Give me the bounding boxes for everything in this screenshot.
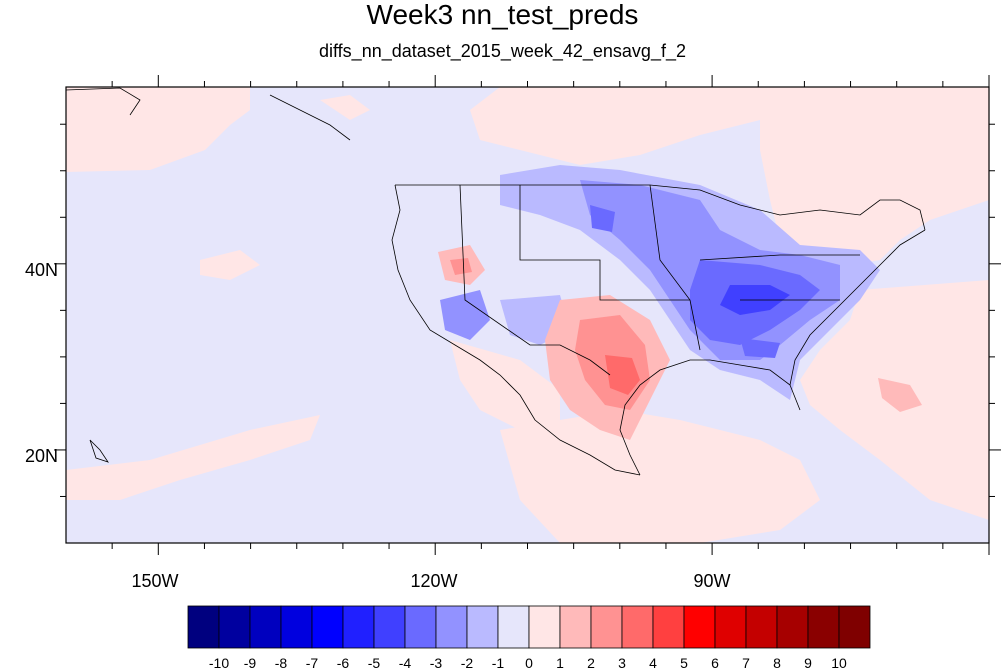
colorbar-label: -10 [209, 655, 229, 671]
colorbar-label: 8 [773, 655, 781, 671]
colorbar-label: -8 [275, 655, 288, 671]
colorbar-box [342, 605, 375, 649]
colorbar-box [404, 605, 437, 649]
colorbar-box [373, 605, 406, 649]
map-subtitle: diffs_nn_dataset_2015_week_42_ensavg_f_2 [319, 41, 686, 61]
colorbar-label: 3 [618, 655, 626, 671]
colorbar [187, 605, 871, 649]
colorbar-label: 0 [525, 655, 533, 671]
colorbar-box [559, 605, 592, 649]
colorbar-box [590, 605, 623, 649]
colorbar-label: -5 [368, 655, 381, 671]
colorbar-box [187, 605, 220, 649]
colorbar-label: 5 [680, 655, 688, 671]
colorbar-label: 9 [804, 655, 812, 671]
map-plot-area [66, 87, 989, 543]
colorbar-label: -6 [337, 655, 350, 671]
colorbar-box [466, 605, 499, 649]
colorbar-label: -3 [430, 655, 443, 671]
colorbar-box [311, 605, 344, 649]
map-title: Week3 nn_test_preds [366, 0, 639, 30]
colorbar-box [621, 605, 654, 649]
lon-label-90w: 90W [693, 571, 730, 591]
colorbar-box [218, 605, 251, 649]
lon-label-120w: 120W [410, 571, 457, 591]
coastlines [66, 87, 926, 476]
colorbar-label: 4 [649, 655, 657, 671]
colorbar-label: 2 [587, 655, 595, 671]
colorbar-box [745, 605, 778, 649]
lat-label-20n: 20N [25, 446, 58, 466]
colorbar-box [280, 605, 313, 649]
lat-label-40n: 40N [25, 260, 58, 280]
red-regions [438, 245, 922, 440]
colorbar-box [776, 605, 809, 649]
colorbar-box [435, 605, 468, 649]
colorbar-box [528, 605, 561, 649]
colorbar-label: -1 [492, 655, 505, 671]
colorbar-label: 7 [742, 655, 750, 671]
colorbar-box [497, 605, 530, 649]
colorbar-box [714, 605, 747, 649]
colorbar-label: -9 [244, 655, 257, 671]
colorbar-box [683, 605, 716, 649]
colorbar-label: 6 [711, 655, 719, 671]
lon-label-150w: 150W [131, 571, 178, 591]
colorbar-box [249, 605, 282, 649]
colorbar-label: -7 [306, 655, 319, 671]
colorbar-label: -4 [399, 655, 412, 671]
colorbar-labels: -10 -9 -8 -7 -6 -5 -4 -3 -2 -1 0 1 2 3 4 5 6 7 8 9 10 [209, 655, 847, 671]
colorbar-box [838, 605, 871, 649]
colorbar-box [807, 605, 840, 649]
blue-regions [440, 165, 880, 400]
colorbar-label: -2 [461, 655, 474, 671]
colorbar-label: 1 [556, 655, 564, 671]
colorbar-label: 10 [831, 655, 847, 671]
axis-ticks [54, 75, 1001, 555]
colorbar-box [652, 605, 685, 649]
